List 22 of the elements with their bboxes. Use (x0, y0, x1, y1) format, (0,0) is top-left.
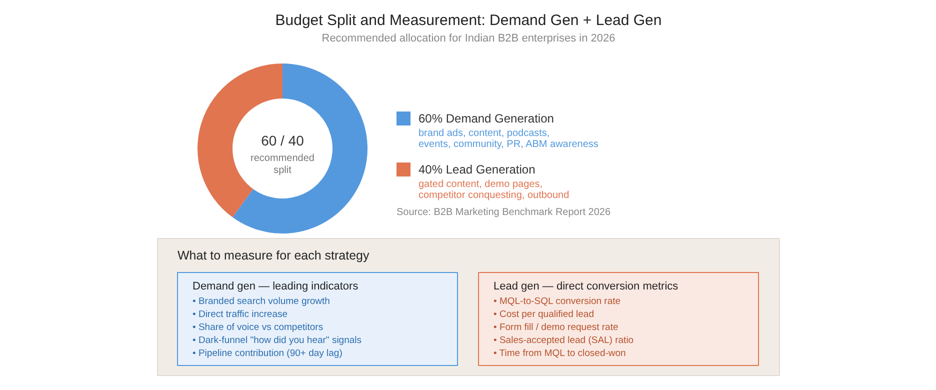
text: What to measure for each strategy (178, 248, 370, 262)
text: • Branded search volume growth (192, 296, 330, 307)
text: • Pipeline contribution (90+ day lag) (192, 348, 342, 359)
text: 60 / 40 (261, 132, 304, 148)
legend-label: 60% Demand Generation (418, 112, 554, 126)
text: • Time from MQL to closed-won (494, 348, 626, 359)
chart-title: Budget Split and Measurement: Demand Gen + Lead Gen (275, 12, 662, 29)
text: Demand gen — leading indicators (192, 280, 359, 292)
text: • Cost per qualified lead (494, 309, 594, 320)
text: • Share of voice vs competitors (192, 322, 324, 333)
source-note: Source: B2B Marketing Benchmark Report 2026 (396, 207, 611, 218)
text: • Direct traffic increase (192, 309, 288, 320)
text: gated content, demo pages, competitor conquesting, outbound (418, 179, 570, 201)
text: Lead gen — direct conversion metrics (494, 280, 679, 292)
text: brand ads, content, podcasts, events, community, PR, ABM awareness (418, 128, 598, 150)
text: • Dark-funnel "how did you hear" signals (192, 335, 362, 346)
text: recommended split (250, 153, 314, 176)
text: • Sales-accepted lead (SAL) ratio (494, 335, 634, 346)
chart-subtitle: Recommended allocation for Indian B2B enterprises in 2026 (322, 32, 616, 44)
text: • Form fill / demo request rate (494, 322, 618, 333)
text: • MQL-to-SQL conversion rate (494, 296, 621, 307)
legend-label: 40% Lead Generation (418, 162, 536, 176)
